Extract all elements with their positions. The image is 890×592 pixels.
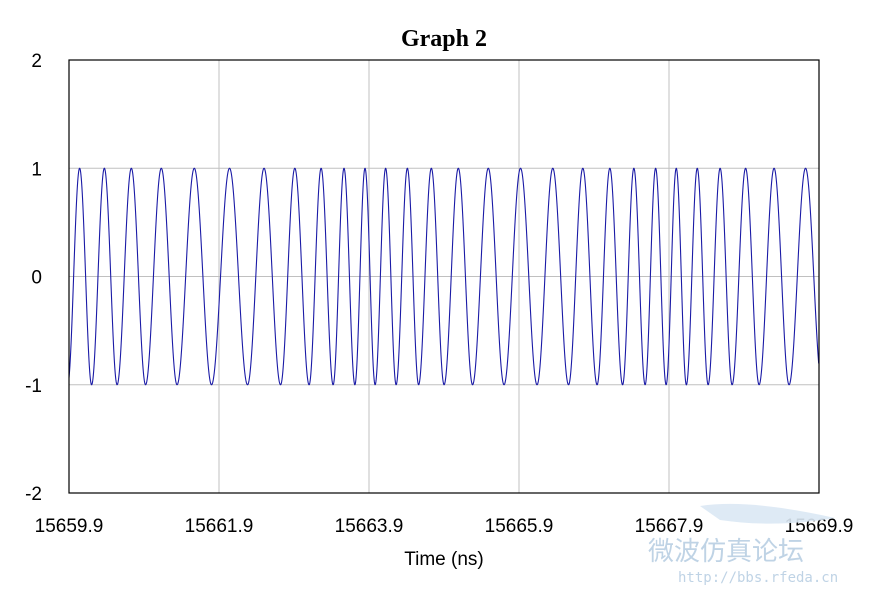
watermark: 微波仿真论坛 http://bbs.rfeda.cn <box>648 503 838 586</box>
x-axis-label: Time (ns) <box>404 549 484 570</box>
y-tick-label-3: -1 <box>25 376 42 397</box>
chart-title: Graph 2 <box>401 26 487 52</box>
y-tick-label-2: 0 <box>31 268 42 289</box>
tick-labels: 2 1 0 -1 -2 15659.9 15661.9 15663.9 15665.9 15667… <box>25 51 853 537</box>
watermark-line2: http://bbs.rfeda.cn <box>678 570 838 586</box>
plot-frame <box>68 59 820 494</box>
x-tick-label-3: 15665.9 <box>485 516 554 537</box>
y-tick-label-0: 2 <box>31 51 42 72</box>
x-tick-label-0: 15659.9 <box>35 516 104 537</box>
y-tick-label-1: 1 <box>31 159 42 180</box>
watermark-swoosh <box>700 503 835 524</box>
series-layer <box>68 167 820 386</box>
y-tick-label-4: -2 <box>25 484 42 505</box>
x-tick-label-2: 15663.9 <box>335 516 404 537</box>
x-tick-label-1: 15661.9 <box>185 516 254 537</box>
x-tick-label-4: 15667.9 <box>635 516 704 537</box>
watermark-line1: 微波仿真论坛 <box>648 537 804 567</box>
series-line-0 <box>68 167 820 386</box>
